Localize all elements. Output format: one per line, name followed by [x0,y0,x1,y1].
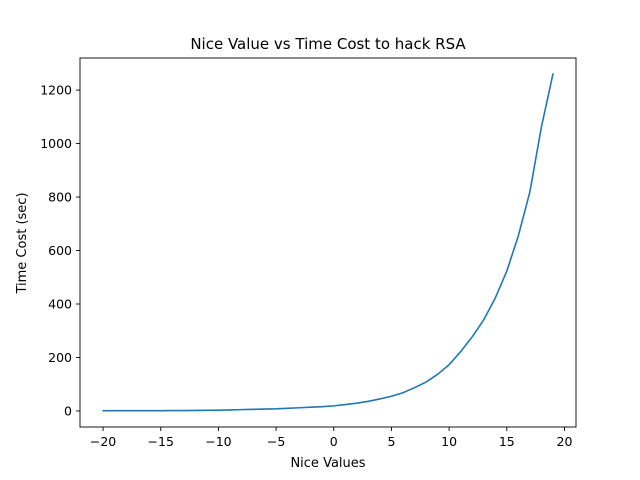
x-tick-label: −15 [148,434,174,449]
y-tick-label: 600 [48,243,72,258]
y-axis-label: Time Cost (sec) [15,192,30,294]
y-tick-label: 800 [48,190,72,205]
y-tick-label: 400 [48,297,72,312]
x-tick-label: −20 [90,434,116,449]
x-tick-label: 5 [387,434,395,449]
x-tick-label: 10 [441,434,457,449]
chart-title: Nice Value vs Time Cost to hack RSA [190,35,466,53]
series-line [102,73,554,412]
x-tick-label: 0 [330,434,338,449]
x-tick-label: 20 [557,434,573,449]
x-tick-label: −10 [205,434,231,449]
x-tick-label: 15 [499,434,515,449]
x-axis-label: Nice Values [290,456,365,471]
y-tick-label: 0 [64,403,72,418]
axes-frame [79,57,577,428]
y-tick-label: 1200 [40,83,72,98]
x-tick-label: −5 [267,434,285,449]
y-tick-label: 200 [48,350,72,365]
y-tick-label: 1000 [40,136,72,151]
